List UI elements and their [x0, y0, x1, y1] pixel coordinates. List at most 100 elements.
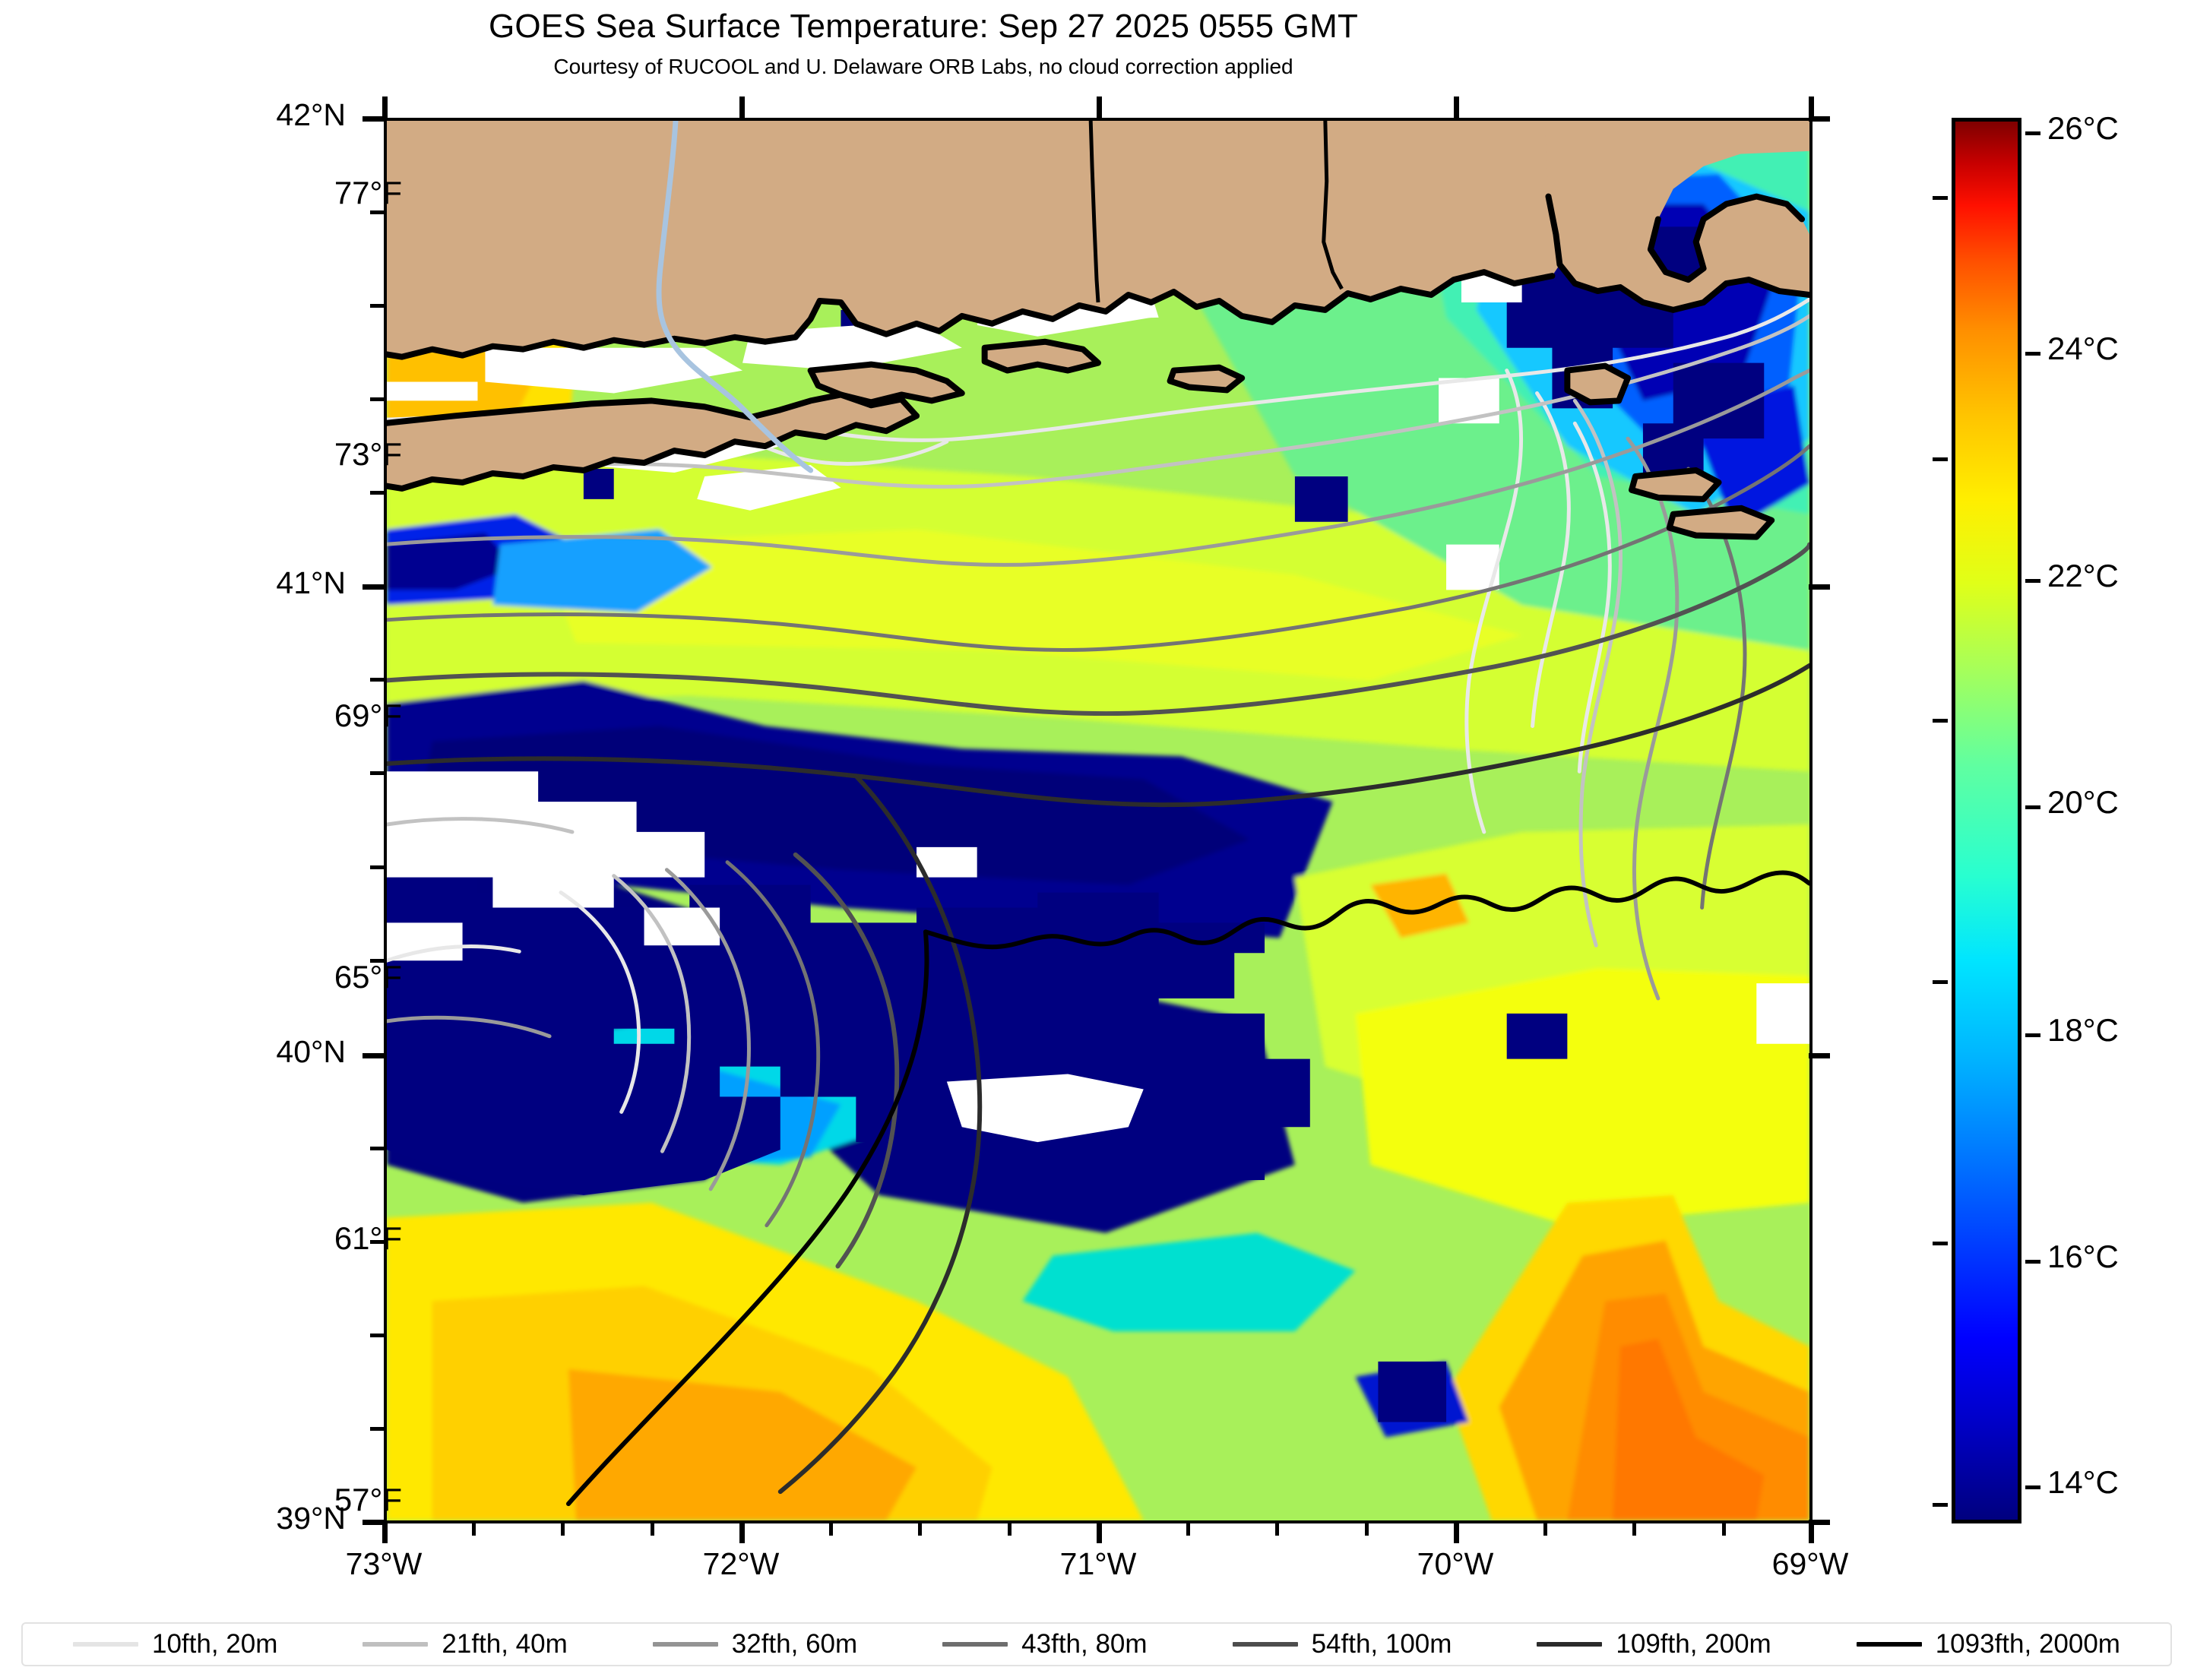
cbar-label-18c: 18°C: [2047, 1012, 2119, 1048]
cbar-tick-26c: [2025, 131, 2040, 135]
lon-minor-tick: [1722, 1522, 1726, 1536]
lat-tick-41: [363, 584, 384, 590]
legend-swatch-20m: [73, 1642, 138, 1647]
lat-minor-tick: [370, 210, 384, 214]
lon-tick-73w: [382, 1522, 388, 1543]
lat-minor-tick: [370, 491, 384, 495]
lat-minor-tick: [370, 304, 384, 308]
cbar-tick-57f: [1933, 1503, 1948, 1507]
lat-label-42n: 42°N: [276, 97, 346, 132]
lat-minor-tick: [370, 397, 384, 401]
lon-minor-tick: [1543, 1522, 1547, 1536]
lon-minor-tick: [829, 1522, 833, 1536]
legend-label-80m: 43fth, 80m: [1021, 1629, 1148, 1659]
cbar-label-20c: 20°C: [2047, 784, 2119, 820]
lon-minor-tick: [651, 1522, 654, 1536]
lat-label-39n: 39°N: [276, 1501, 346, 1536]
legend-item-200m[interactable]: 109fth, 200m: [1537, 1629, 1771, 1659]
cbar-label-69f: 69°F: [334, 698, 402, 733]
lat-tick-right-42: [1809, 116, 1830, 122]
lon-tick-72w: [739, 1522, 745, 1543]
legend-item-100m[interactable]: 54fth, 100m: [1232, 1629, 1452, 1659]
lat-minor-tick: [370, 678, 384, 682]
lat-minor-tick: [370, 1240, 384, 1244]
lon-tick-71w: [1097, 1522, 1102, 1543]
cbar-tick-65f: [1933, 980, 1948, 984]
cbar-label-73f: 73°F: [334, 436, 402, 472]
cold-water-pixel-blocks: [387, 196, 1765, 1422]
cbar-tick-73f: [1933, 457, 1948, 461]
cbar-tick-20c: [2025, 805, 2040, 809]
cbar-tick-18c: [2025, 1033, 2040, 1037]
lon-minor-tick: [1365, 1522, 1369, 1536]
cbar-label-24c: 24°C: [2047, 331, 2119, 366]
cbar-label-26c: 26°C: [2047, 110, 2119, 146]
lat-tick-42: [363, 116, 384, 122]
cbar-tick-14c: [2025, 1485, 2040, 1489]
lon-tick-70w: [1454, 1522, 1459, 1543]
lon-label-72w: 72°W: [702, 1546, 780, 1581]
legend-label-60m: 32fth, 60m: [731, 1629, 858, 1659]
cbar-tick-24c: [2025, 352, 2040, 356]
sst-raster-and-overlays: [387, 121, 1809, 1520]
lon-label-70w: 70°W: [1417, 1546, 1494, 1581]
legend-item-80m[interactable]: 43fth, 80m: [942, 1629, 1148, 1659]
lon-tick-top-73w: [382, 96, 388, 118]
connecticut-river: [656, 121, 814, 473]
lon-minor-tick: [1275, 1522, 1279, 1536]
lat-label-41n: 41°N: [276, 565, 346, 600]
legend-swatch-40m: [363, 1642, 429, 1647]
legend-label-40m: 21fth, 40m: [442, 1629, 568, 1659]
lon-tick-top-69w: [1809, 96, 1814, 118]
land-masses: [387, 121, 1809, 537]
lat-minor-tick: [370, 1427, 384, 1431]
lon-label-69w: 69°W: [1771, 1546, 1849, 1581]
lon-label-73w: 73°W: [345, 1546, 423, 1581]
lat-minor-tick: [370, 771, 384, 775]
cbar-label-77f: 77°F: [334, 175, 402, 210]
cbar-label-16c: 16°C: [2047, 1239, 2119, 1274]
lon-minor-tick: [918, 1522, 922, 1536]
cbar-tick-22c: [2025, 579, 2040, 583]
lat-tick-right-41: [1809, 584, 1830, 590]
lon-tick-top-71w: [1097, 96, 1102, 118]
temperature-colorbar[interactable]: [1952, 118, 2021, 1523]
legend-label-20m: 10fth, 20m: [152, 1629, 278, 1659]
bathymetry-legend: 10fth, 20m 21fth, 40m 32fth, 60m 43fth, …: [21, 1622, 2172, 1666]
lat-minor-tick: [370, 1147, 384, 1150]
legend-label-2000m: 1093fth, 2000m: [1935, 1629, 2120, 1659]
legend-item-60m[interactable]: 32fth, 60m: [652, 1629, 858, 1659]
legend-label-200m: 109fth, 200m: [1616, 1629, 1771, 1659]
lat-tick-40: [363, 1053, 384, 1058]
cbar-label-65f: 65°F: [334, 959, 402, 995]
lon-tick-top-70w: [1454, 96, 1459, 118]
cbar-tick-69f: [1933, 719, 1948, 723]
state-borders: [1088, 121, 1344, 303]
cbar-tick-77f: [1933, 196, 1948, 200]
lon-minor-tick: [1186, 1522, 1190, 1536]
legend-item-20m[interactable]: 10fth, 20m: [73, 1629, 277, 1659]
lat-label-40n: 40°N: [276, 1034, 346, 1069]
legend-item-2000m[interactable]: 1093fth, 2000m: [1856, 1629, 2120, 1659]
lon-minor-tick: [561, 1522, 565, 1536]
legend-swatch-100m: [1232, 1642, 1298, 1647]
cbar-tick-16c: [2025, 1260, 2040, 1264]
chart-title: GOES Sea Surface Temperature: Sep 27 202…: [488, 8, 1359, 45]
lat-tick-39: [363, 1520, 384, 1525]
lat-minor-tick: [370, 959, 384, 963]
sst-map-plot-area[interactable]: [384, 118, 1813, 1523]
legend-item-40m[interactable]: 21fth, 40m: [363, 1629, 568, 1659]
lat-tick-right-39: [1809, 1520, 1830, 1525]
cbar-label-14c: 14°C: [2047, 1464, 2119, 1500]
lon-minor-tick: [472, 1522, 476, 1536]
lon-label-71w: 71°W: [1059, 1546, 1137, 1581]
lat-minor-tick: [370, 865, 384, 869]
legend-swatch-80m: [942, 1642, 1008, 1647]
lon-tick-top-72w: [739, 96, 745, 118]
lon-tick-69w: [1809, 1522, 1814, 1543]
lon-minor-tick: [1632, 1522, 1636, 1536]
cbar-tick-61f: [1933, 1242, 1948, 1245]
legend-label-100m: 54fth, 100m: [1311, 1629, 1452, 1659]
cbar-label-22c: 22°C: [2047, 558, 2119, 593]
lat-tick-right-40: [1809, 1053, 1830, 1058]
